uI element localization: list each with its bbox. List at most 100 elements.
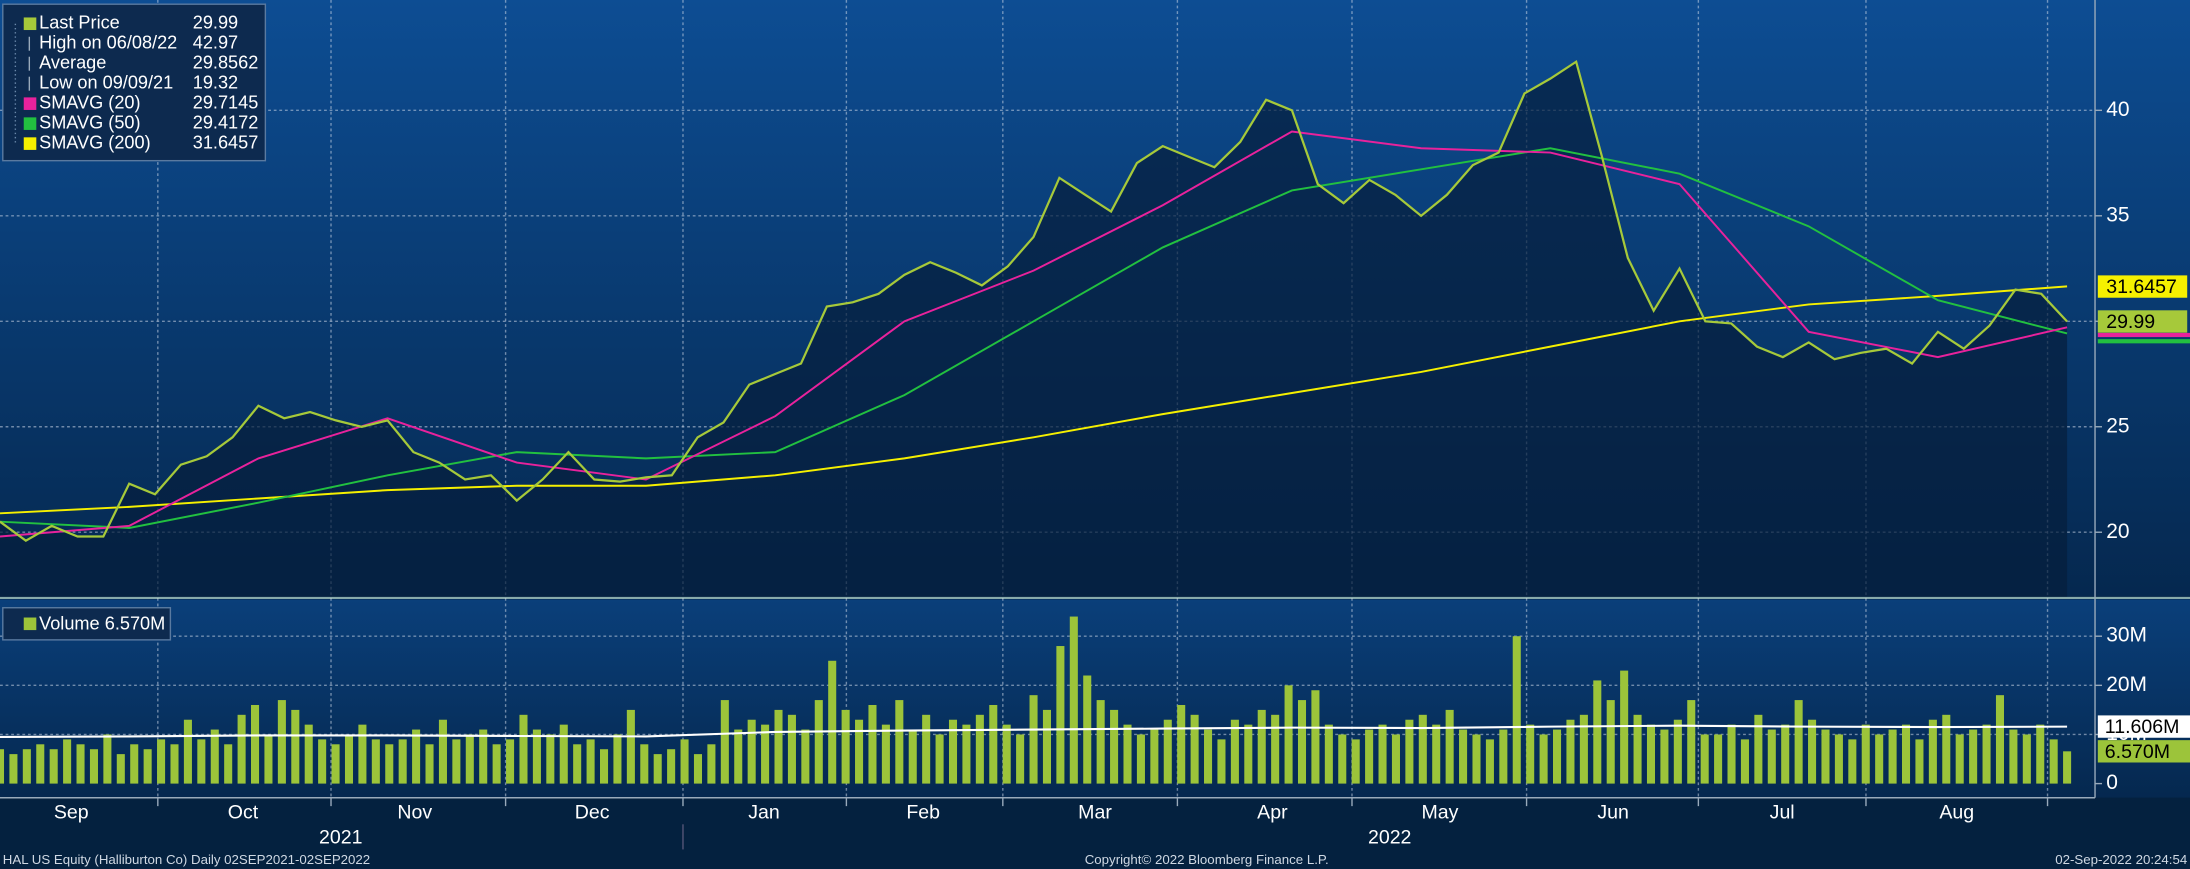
volume-bar xyxy=(492,744,501,784)
y-tick-label: 20 xyxy=(2106,520,2129,543)
y-tick-label: 20M xyxy=(2106,673,2147,696)
y-tick-label: 35 xyxy=(2106,203,2129,226)
volume-bar xyxy=(1539,734,1548,784)
volume-bar xyxy=(183,719,192,784)
volume-bar xyxy=(318,739,327,784)
legend: Last Price 29.99 High on 06/08/22 42.97 Aver… xyxy=(2,3,267,162)
volume-bar xyxy=(626,709,635,784)
volume-bar xyxy=(1834,734,1843,784)
volume-bar xyxy=(1579,714,1588,784)
volume-bar xyxy=(2022,734,2031,784)
volume-bar xyxy=(707,744,716,784)
volume-bar xyxy=(1821,729,1830,784)
y-tick-label: 30M xyxy=(2106,624,2147,647)
volume-bar xyxy=(237,714,246,784)
volume-bar xyxy=(49,749,58,784)
volume-bar xyxy=(1982,724,1991,784)
series-line xyxy=(0,285,2068,515)
volume-bar xyxy=(1230,719,1239,784)
volume-bar xyxy=(1459,729,1468,784)
volume-bar xyxy=(532,729,541,784)
volume-bar xyxy=(908,729,917,784)
volume-bar xyxy=(1136,734,1145,784)
volume-bar xyxy=(1002,724,1011,784)
legend-swatch xyxy=(23,117,37,130)
volume-bar xyxy=(546,734,555,784)
value-box-label: 11.606M xyxy=(2105,716,2180,738)
volume-bar xyxy=(0,749,5,784)
volume-bar xyxy=(1969,729,1978,784)
legend-label: Last Price xyxy=(39,13,120,33)
series-line xyxy=(0,59,2068,543)
month-label: May xyxy=(1422,801,1459,823)
value-box-label: 29.99 xyxy=(2106,311,2155,333)
footer-center: Copyright© 2022 Bloomberg Finance L.P. xyxy=(1085,852,1329,867)
year-label: 2022 xyxy=(1368,826,1411,848)
volume-bar xyxy=(465,734,474,784)
volume-bar xyxy=(1391,734,1400,784)
volume-bar xyxy=(1714,734,1723,784)
y-tick-label: 25 xyxy=(2106,414,2129,437)
volume-bar xyxy=(599,749,609,784)
volume-bar xyxy=(801,729,810,784)
volume-bar xyxy=(1110,709,1119,784)
volume-bar xyxy=(573,744,582,784)
volume-bar xyxy=(922,714,931,784)
volume-bar xyxy=(116,754,125,784)
volume-bar xyxy=(1646,724,1656,784)
volume-bar xyxy=(1351,739,1360,784)
volume-bar xyxy=(653,754,662,784)
volume-bar xyxy=(170,744,179,784)
volume-bar xyxy=(881,724,890,784)
volume-bar xyxy=(1727,724,1736,784)
axis-panel xyxy=(0,797,2190,869)
legend-label: Volume xyxy=(39,613,100,633)
volume-bar xyxy=(1405,719,1414,784)
volume-bar xyxy=(385,744,394,784)
volume-bar xyxy=(479,729,488,784)
volume-bar xyxy=(747,719,756,784)
volume-bar xyxy=(1056,646,1065,784)
volume-bar xyxy=(1284,685,1293,784)
volume-bar xyxy=(1365,729,1374,784)
volume-bar xyxy=(1660,729,1669,784)
volume-bar xyxy=(1499,729,1508,784)
volume-bar xyxy=(130,744,139,784)
volume-bar xyxy=(1445,709,1454,784)
volume-bar xyxy=(855,719,864,784)
volume-bar xyxy=(1700,734,1709,784)
volume-bar xyxy=(1150,729,1159,784)
volume-bar xyxy=(1633,714,1642,784)
volume-bar xyxy=(828,660,837,784)
value-box xyxy=(2097,715,2190,738)
volume-bar xyxy=(1432,724,1441,784)
volume-bar xyxy=(1378,724,1387,784)
value-box xyxy=(2097,275,2188,298)
volume-bar xyxy=(667,749,676,784)
value-strip xyxy=(2097,339,2190,344)
volume-bar xyxy=(425,744,434,784)
volume-bar xyxy=(1485,739,1494,784)
volume-bar xyxy=(197,739,206,784)
legend-value: 19.32 xyxy=(193,72,238,92)
volume-bar xyxy=(344,734,354,784)
volume-bar xyxy=(895,700,904,784)
volume-bar xyxy=(1955,734,1964,784)
volume-bar xyxy=(1875,734,1884,784)
volume-bar xyxy=(438,719,447,784)
y-tick-label: 40 xyxy=(2106,98,2129,121)
volume-bar xyxy=(1942,714,1951,784)
volume-bar xyxy=(559,724,568,784)
volume-bar xyxy=(1029,695,1038,784)
legend-swatch xyxy=(23,97,37,110)
volume-bar xyxy=(1673,719,1682,784)
volume-bar xyxy=(2063,751,2072,784)
volume-bar xyxy=(1888,729,1897,784)
legend-label: Average xyxy=(39,53,106,73)
month-label: Apr xyxy=(1257,801,1288,823)
volume-bar xyxy=(1781,724,1790,784)
volume-bar xyxy=(935,734,944,784)
volume-bar xyxy=(1928,719,1937,784)
volume-bar xyxy=(948,719,958,784)
volume-bar xyxy=(89,749,98,784)
